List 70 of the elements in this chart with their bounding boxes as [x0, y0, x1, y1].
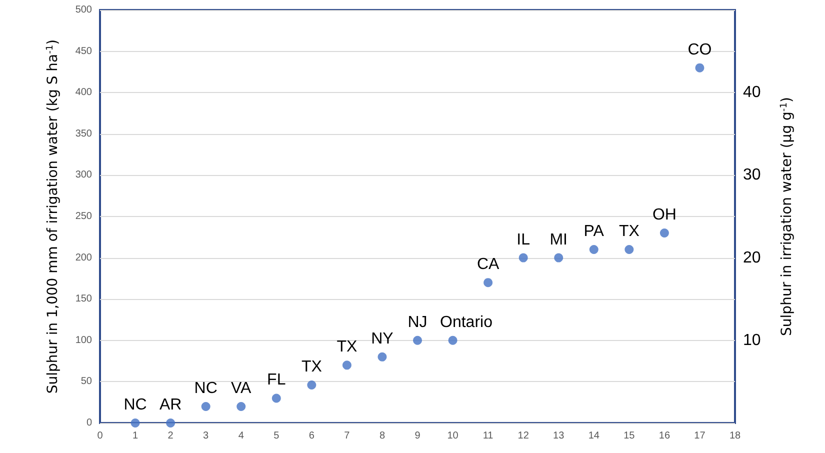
x-tick-label: 6 — [308, 430, 315, 442]
y-tick-label: 450 — [75, 46, 92, 57]
point — [166, 418, 176, 428]
annotation: TX — [301, 358, 322, 376]
annotation: MI — [550, 231, 568, 248]
y2-tick-label: 20 — [743, 249, 761, 266]
y-tick-label: 200 — [75, 252, 92, 264]
x-tick-label: 8 — [379, 430, 386, 442]
annotation: FL — [267, 372, 286, 389]
annotation: NY — [371, 330, 394, 348]
x-tick-label: 5 — [274, 430, 280, 442]
annotation: Ontario — [440, 314, 493, 331]
annotation: CA — [476, 256, 500, 274]
x-tick-label: 18 — [729, 430, 741, 442]
y-tick-label: 100 — [75, 334, 92, 346]
point — [413, 336, 422, 345]
annotation: TX — [618, 223, 640, 240]
x-tick-label: 10 — [447, 430, 459, 442]
x-tick-label: 16 — [658, 430, 670, 442]
point — [554, 253, 564, 262]
y2-tick-label: 30 — [743, 166, 761, 184]
annotation: NC — [194, 380, 218, 397]
x-tick-label: 9 — [414, 430, 421, 442]
point — [378, 352, 387, 362]
point — [484, 278, 493, 288]
point — [448, 336, 458, 345]
x-tick-label: 12 — [518, 430, 530, 442]
point — [695, 63, 704, 72]
point — [307, 380, 316, 390]
y-tick-label: 500 — [75, 4, 92, 16]
y2-axis-title: Sulphur in irrigation water (µg g-1) — [779, 97, 795, 336]
x-tick-label: 1 — [132, 430, 138, 442]
x-tick-label: 0 — [97, 430, 104, 442]
point — [518, 253, 528, 262]
annotation: NJ — [408, 314, 428, 331]
x-tick-label: 14 — [588, 430, 600, 442]
annotation: PA — [584, 223, 604, 240]
x-tick-label: 3 — [203, 430, 210, 442]
annotation: VA — [231, 380, 252, 397]
y-tick-label: 300 — [75, 170, 92, 181]
point — [342, 360, 352, 370]
y2-tick-label: 10 — [743, 332, 761, 349]
y-axis-title: Sulphur in 1,000 mm of irrigation water (kg S ha-1) — [45, 39, 61, 394]
x-tick-label: 7 — [344, 430, 350, 442]
y-tick-label: 150 — [75, 294, 92, 305]
point — [272, 394, 281, 403]
y-tick-label: 0 — [86, 418, 92, 428]
annotation: TX — [336, 338, 358, 356]
annotation: IL — [516, 231, 530, 248]
point — [236, 402, 246, 411]
x-tick-label: 15 — [624, 430, 636, 442]
point — [589, 245, 598, 254]
point — [130, 418, 140, 428]
annotation: NC — [124, 396, 147, 414]
annotation: OH — [652, 206, 676, 224]
x-tick-label: 17 — [694, 430, 706, 442]
y-tick-label: 250 — [75, 211, 92, 222]
annotation: AR — [159, 396, 182, 414]
y-tick-label: 350 — [75, 128, 92, 140]
y-tick-label: 50 — [80, 376, 92, 388]
x-tick-label: 13 — [553, 430, 565, 442]
y2-tick-label: 40 — [743, 84, 761, 102]
point — [660, 228, 669, 238]
point — [624, 245, 634, 254]
point — [201, 402, 210, 411]
x-tick-label: 4 — [238, 430, 244, 442]
annotation: CO — [688, 41, 712, 58]
y-tick-label: 400 — [75, 87, 92, 98]
x-tick-label: 2 — [168, 430, 174, 442]
x-tick-label: 11 — [482, 430, 494, 442]
